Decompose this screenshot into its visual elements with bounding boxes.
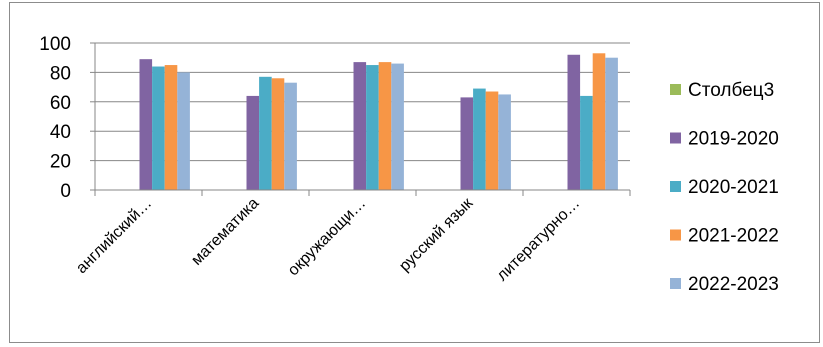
legend-label: 2021-2022 [688, 226, 779, 247]
bar-2020-2021-3 [473, 88, 486, 190]
x-category-label: русский язык [396, 194, 477, 275]
y-axis-ticks: 0 20 40 60 80 100 [39, 34, 95, 202]
legend-swatch [670, 132, 681, 144]
bar-2022-2023-3 [498, 94, 511, 190]
legend-swatch [670, 181, 681, 192]
bar-2021-2022-3 [485, 91, 499, 190]
bar-2021-2022-0 [164, 65, 178, 190]
bars [139, 53, 618, 191]
x-axis-labels: английский… математика окружающи… русский я… [73, 194, 583, 284]
bar-2020-2021-2 [366, 65, 379, 190]
bar-2020-2021-1 [259, 76, 272, 190]
bar-2021-2022-4 [592, 53, 606, 190]
legend-swatch [670, 229, 681, 241]
x-category-label: математика [188, 195, 262, 269]
legend: Столбец3 2019-2020 2020-2021 2021-2022 2022-… [670, 80, 779, 295]
bar-2022-2023-4 [605, 57, 618, 191]
y-tick-label: 20 [50, 152, 71, 173]
legend-swatch [670, 278, 681, 289]
legend-label: Столбец3 [688, 80, 774, 101]
x-category-label: литературно… [494, 195, 584, 285]
legend-label: 2022-2023 [688, 274, 779, 295]
legend-swatch [670, 84, 681, 95]
bar-2019-2020-0 [139, 59, 153, 190]
bar-2021-2022-1 [271, 78, 285, 190]
axes [94, 43, 631, 196]
y-tick-label: 80 [50, 63, 71, 84]
legend-label: 2019-2020 [688, 129, 779, 150]
bar-2019-2020-1 [246, 95, 260, 190]
bar-2019-2020-2 [353, 62, 367, 190]
bar-2019-2020-3 [460, 97, 474, 190]
y-tick-label: 60 [50, 93, 71, 114]
bar-2020-2021-0 [152, 66, 165, 190]
y-tick-label: 40 [50, 122, 71, 143]
bar-2019-2020-4 [567, 54, 581, 191]
legend-label: 2020-2021 [688, 177, 779, 198]
bar-2022-2023-0 [177, 72, 190, 190]
x-category-label: английский… [73, 195, 155, 277]
y-tick-label: 0 [60, 181, 71, 202]
x-category-label: окружающи… [285, 195, 369, 279]
bar-2021-2022-2 [378, 62, 392, 190]
bar-2022-2023-2 [391, 63, 404, 190]
bar-2020-2021-4 [580, 95, 593, 190]
bar-2022-2023-1 [284, 82, 297, 190]
y-tick-label: 100 [39, 34, 71, 55]
